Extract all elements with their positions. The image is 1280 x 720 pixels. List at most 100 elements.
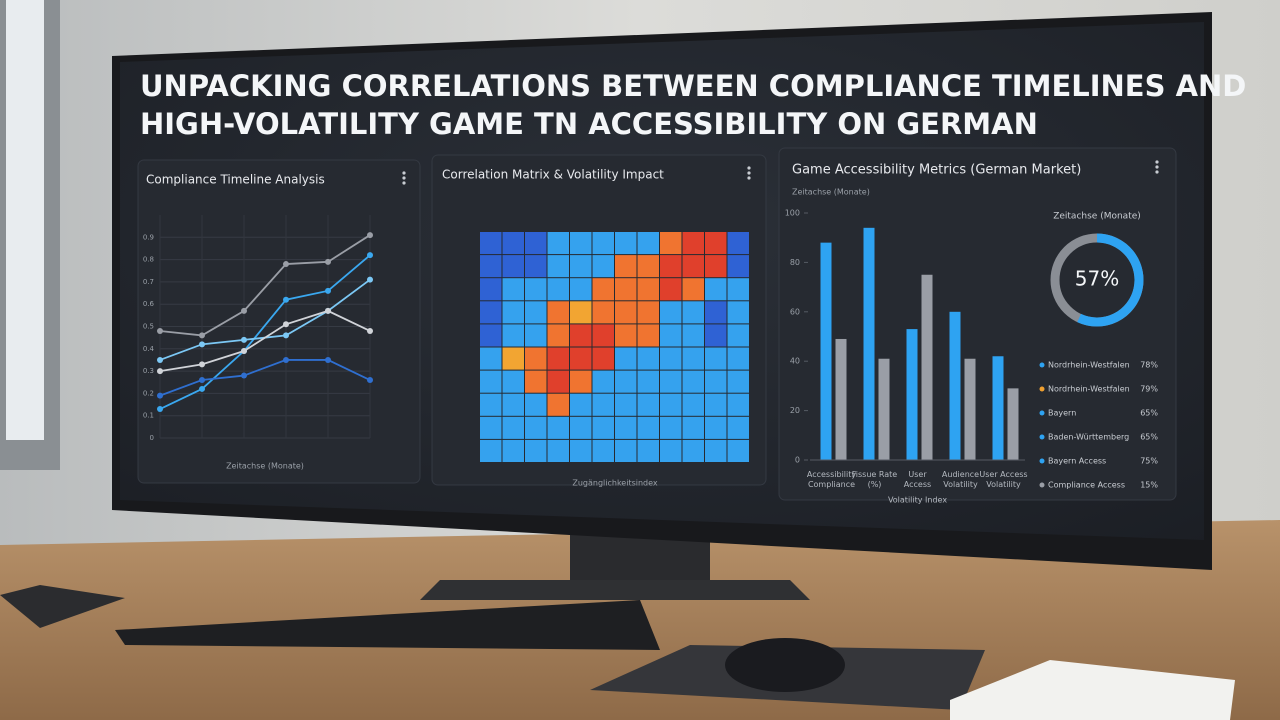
- bar: [992, 356, 1004, 460]
- legend-label: Nordrhein-Westfalen: [1048, 361, 1130, 370]
- notebook: [950, 660, 1235, 720]
- heatmap-cell: [637, 232, 659, 255]
- heatmap-cell: [682, 347, 704, 370]
- menu-dot[interactable]: [1155, 170, 1159, 174]
- legend-value: 75%: [1140, 457, 1158, 466]
- heatmap-cell: [570, 232, 592, 255]
- menu-dot[interactable]: [402, 176, 406, 180]
- heatmap-cell: [660, 416, 682, 439]
- y-tick-label: 0.3: [143, 367, 154, 375]
- y-tick-label: 0.2: [143, 389, 154, 397]
- point: [367, 377, 373, 384]
- point: [367, 252, 373, 259]
- heatmap-cell: [615, 370, 637, 393]
- heatmap-cell: [570, 439, 592, 462]
- heatmap-cell: [547, 439, 569, 462]
- monitor-stand: [420, 580, 810, 600]
- panel: [137, 159, 421, 484]
- point: [157, 327, 163, 334]
- heatmap-cell: [615, 301, 637, 324]
- panel-menu[interactable]: [1155, 160, 1159, 174]
- y-tick-label: 0: [795, 456, 800, 465]
- heatmap-cell: [660, 255, 682, 278]
- heatmap-cell: [637, 416, 659, 439]
- heatmap-cell: [615, 324, 637, 347]
- heatmap-cell: [727, 347, 749, 370]
- x-tick-label: Accessibility Compliance: [807, 470, 856, 489]
- menu-dot[interactable]: [747, 176, 751, 180]
- point: [199, 385, 205, 392]
- heatmap-cell: [682, 278, 704, 301]
- menu-dot[interactable]: [1155, 165, 1159, 169]
- heatmap-cell: [615, 416, 637, 439]
- heatmap-cell: [525, 232, 547, 255]
- legend-label: Compliance Access: [1048, 481, 1125, 490]
- heatmap-cell: [660, 324, 682, 347]
- heatmap-cell: [525, 255, 547, 278]
- heatmap-cell: [525, 301, 547, 324]
- y-tick-label: 0.9: [143, 233, 154, 241]
- heatmap-cell: [570, 347, 592, 370]
- menu-dot[interactable]: [402, 181, 406, 185]
- heatmap-cell: [547, 278, 569, 301]
- legend-swatch: [1039, 458, 1045, 464]
- y-tick-label: 0.5: [143, 323, 154, 331]
- heatmap-cell: [682, 301, 704, 324]
- heatmap-cell: [615, 255, 637, 278]
- panel-menu[interactable]: [747, 166, 751, 180]
- point: [241, 307, 247, 314]
- menu-dot[interactable]: [1155, 160, 1159, 164]
- heatmap-cell: [660, 347, 682, 370]
- y-tick-label: 80: [790, 258, 800, 267]
- legend-value: 79%: [1140, 385, 1158, 394]
- point: [283, 356, 289, 363]
- menu-dot[interactable]: [747, 166, 751, 170]
- heatmap-cell: [615, 232, 637, 255]
- heatmap-cell: [570, 324, 592, 347]
- menu-dot[interactable]: [747, 171, 751, 175]
- donut-arc: [1077, 233, 1144, 327]
- x-tick-label: Fissue Rate (%): [852, 470, 898, 489]
- heatmap-cell: [705, 393, 727, 416]
- point: [283, 332, 289, 339]
- y-tick-label: 0.1: [143, 412, 154, 420]
- heatmap-cell: [660, 439, 682, 462]
- panel-menu[interactable]: [402, 171, 406, 185]
- y-tick-label: 0: [150, 434, 154, 442]
- heatmap-cell: [592, 370, 614, 393]
- donut-label: 57%: [1075, 267, 1119, 291]
- heatmap-cell: [525, 347, 547, 370]
- heatmap-cell: [592, 255, 614, 278]
- heatmap-cell: [592, 278, 614, 301]
- heatmap-cell: [480, 232, 502, 255]
- chart-title: Correlation Matrix & Volatility Impact: [442, 168, 664, 182]
- legend-swatch: [1039, 386, 1045, 392]
- heatmap-cell: [682, 416, 704, 439]
- heatmap-cell: [480, 347, 502, 370]
- heatmap-cell: [637, 278, 659, 301]
- chart-title: Compliance Timeline Analysis: [146, 173, 325, 187]
- heatmap-cell: [592, 301, 614, 324]
- y-tick-label: 0.8: [143, 256, 154, 264]
- heatmap-cell: [525, 324, 547, 347]
- heatmap-cell: [480, 255, 502, 278]
- series-line: [159, 359, 371, 397]
- bar: [906, 329, 918, 460]
- heatmap-cell: [480, 439, 502, 462]
- heatmap-cell: [637, 393, 659, 416]
- point: [157, 392, 163, 399]
- heatmap-cell: [547, 393, 569, 416]
- heatmap-cell: [480, 278, 502, 301]
- heatmap-cell: [705, 439, 727, 462]
- point: [199, 332, 205, 339]
- legend-label: Bayern Access: [1048, 457, 1106, 466]
- heatmap-cell: [570, 393, 592, 416]
- menu-dot[interactable]: [402, 171, 406, 175]
- heatmap-cell: [547, 232, 569, 255]
- heatmap-cell: [682, 393, 704, 416]
- heatmap-cell: [682, 439, 704, 462]
- point: [283, 261, 289, 268]
- legend-value: 65%: [1140, 409, 1158, 418]
